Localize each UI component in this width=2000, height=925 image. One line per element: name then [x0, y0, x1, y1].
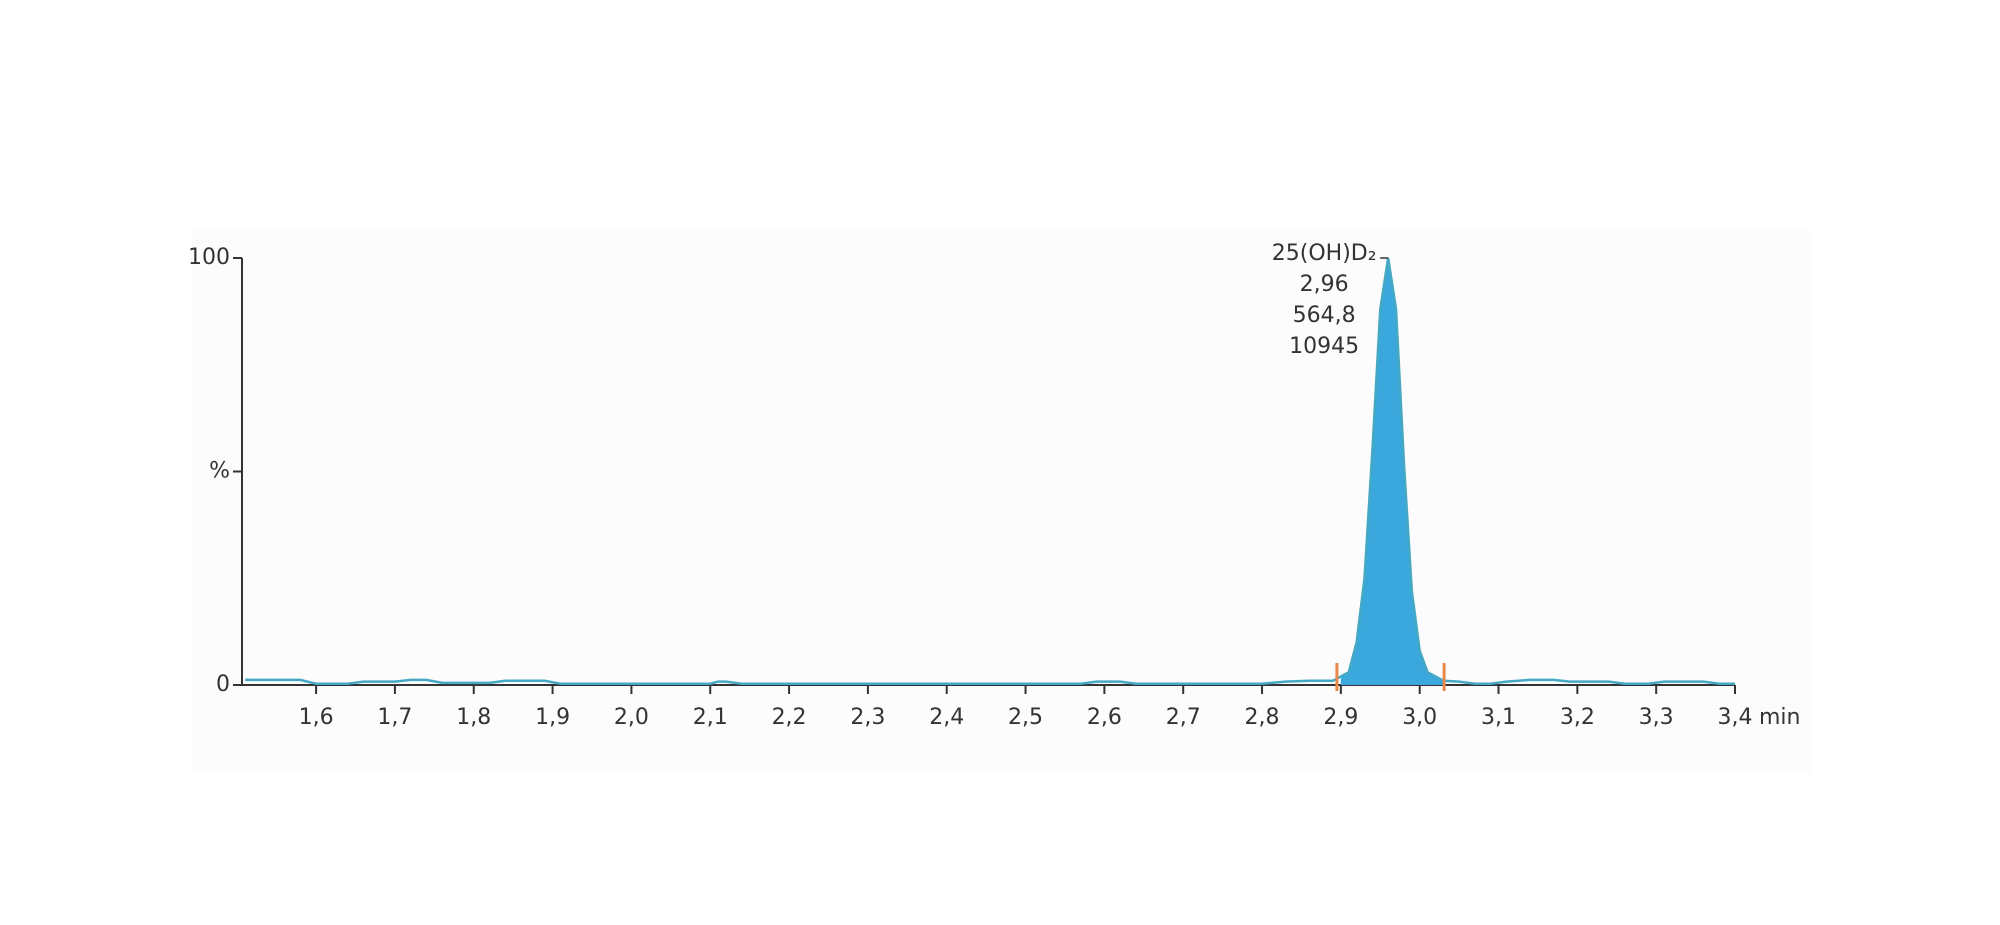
x-axis-label: min — [1759, 705, 1801, 730]
x-tick-label: 2,9 — [1323, 705, 1358, 730]
x-tick-label: 3,2 — [1560, 705, 1595, 730]
x-tick-label: 3,0 — [1402, 705, 1437, 730]
x-tick-label: 2,1 — [693, 705, 728, 730]
x-tick-label: 3,1 — [1481, 705, 1516, 730]
y-tick-label: % — [209, 459, 230, 484]
y-tick-label: 100 — [188, 245, 230, 270]
peak-label: 25(OH)D₂ — [1272, 241, 1377, 266]
x-tick-label: 2,7 — [1166, 705, 1201, 730]
x-tick-label: 2,0 — [614, 705, 649, 730]
peak-label: 2,96 — [1300, 272, 1349, 297]
x-tick-label: 1,6 — [299, 705, 334, 730]
x-tick-label: 2,8 — [1245, 705, 1280, 730]
x-tick-label: 2,6 — [1087, 705, 1122, 730]
x-tick-label: 2,2 — [772, 705, 807, 730]
x-tick-label: 2,3 — [850, 705, 885, 730]
x-tick-label: 1,9 — [535, 705, 570, 730]
plot-panel — [191, 230, 1811, 772]
peak-area — [1340, 258, 1444, 685]
x-tick-label: 2,5 — [1008, 705, 1043, 730]
x-tick-label: 2,4 — [929, 705, 964, 730]
x-tick-label: 1,8 — [456, 705, 491, 730]
peak-label: 564,8 — [1293, 303, 1356, 328]
x-tick-label: 3,3 — [1639, 705, 1674, 730]
trace-line — [245, 257, 1735, 685]
peak-label: 10945 — [1289, 334, 1359, 359]
y-tick-label: 0 — [216, 672, 230, 697]
x-tick-label: 3,4 — [1718, 705, 1753, 730]
x-tick-label: 1,7 — [377, 705, 412, 730]
